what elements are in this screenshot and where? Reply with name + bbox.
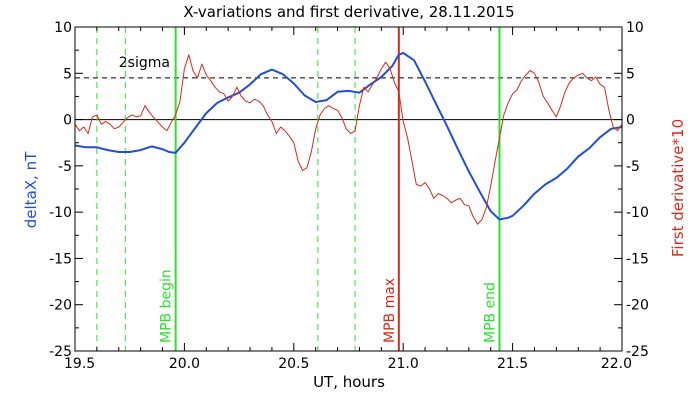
y-tick-label-left: -25 — [49, 344, 72, 360]
y-tick-label-right: -10 — [626, 205, 649, 221]
y-tick-label-left: 5 — [63, 66, 72, 82]
plot-area: MPB begin MPB max MPB end 2sigma 10 10 5 5 0 0 -5 -… — [49, 20, 649, 372]
x-tick-label: 20.5 — [278, 356, 309, 372]
derivative-series-line — [74, 54, 623, 225]
y-tick-label-left: 10 — [54, 20, 72, 36]
y-tick-label-left: -5 — [58, 159, 72, 175]
x-axis-label: UT, hours — [313, 373, 385, 391]
y-tick-label-left: -20 — [49, 298, 72, 314]
y-tick-label-right: -15 — [626, 251, 649, 267]
y-tick-label-right: -5 — [626, 159, 640, 175]
y-tick-label-right: 5 — [626, 66, 635, 82]
chart-title: X-variations and first derivative, 28.11… — [183, 3, 514, 21]
x-tick-label: 21.5 — [497, 356, 528, 372]
y-tick-label-left: -10 — [49, 205, 72, 221]
y-tick-label-left: -15 — [49, 251, 72, 267]
y-tick-label-right: 10 — [626, 20, 644, 36]
deltax-series-line — [74, 51, 623, 221]
mpb-marker-label: MPB begin — [159, 269, 175, 343]
y-tick-label-right: -20 — [626, 298, 649, 314]
x-tick-label: 19.5 — [64, 356, 95, 372]
y-axis-label-left: deltaX, nT — [22, 151, 40, 228]
y-tick-label-right: -25 — [626, 344, 649, 360]
y-tick-label-left: 0 — [63, 113, 72, 129]
x-tick-label: 21.0 — [388, 356, 419, 372]
mpb-marker-label: MPB end — [482, 282, 498, 343]
x-tick-label: 22.0 — [601, 356, 632, 372]
y-tick-label-right: 0 — [626, 113, 635, 129]
sigma-annotation: 2sigma — [119, 55, 170, 71]
mpb-marker-label: MPB max — [382, 278, 398, 343]
x-tick-label: 20.0 — [169, 356, 200, 372]
y-axis-label-right: First derivative*10 — [669, 119, 687, 257]
